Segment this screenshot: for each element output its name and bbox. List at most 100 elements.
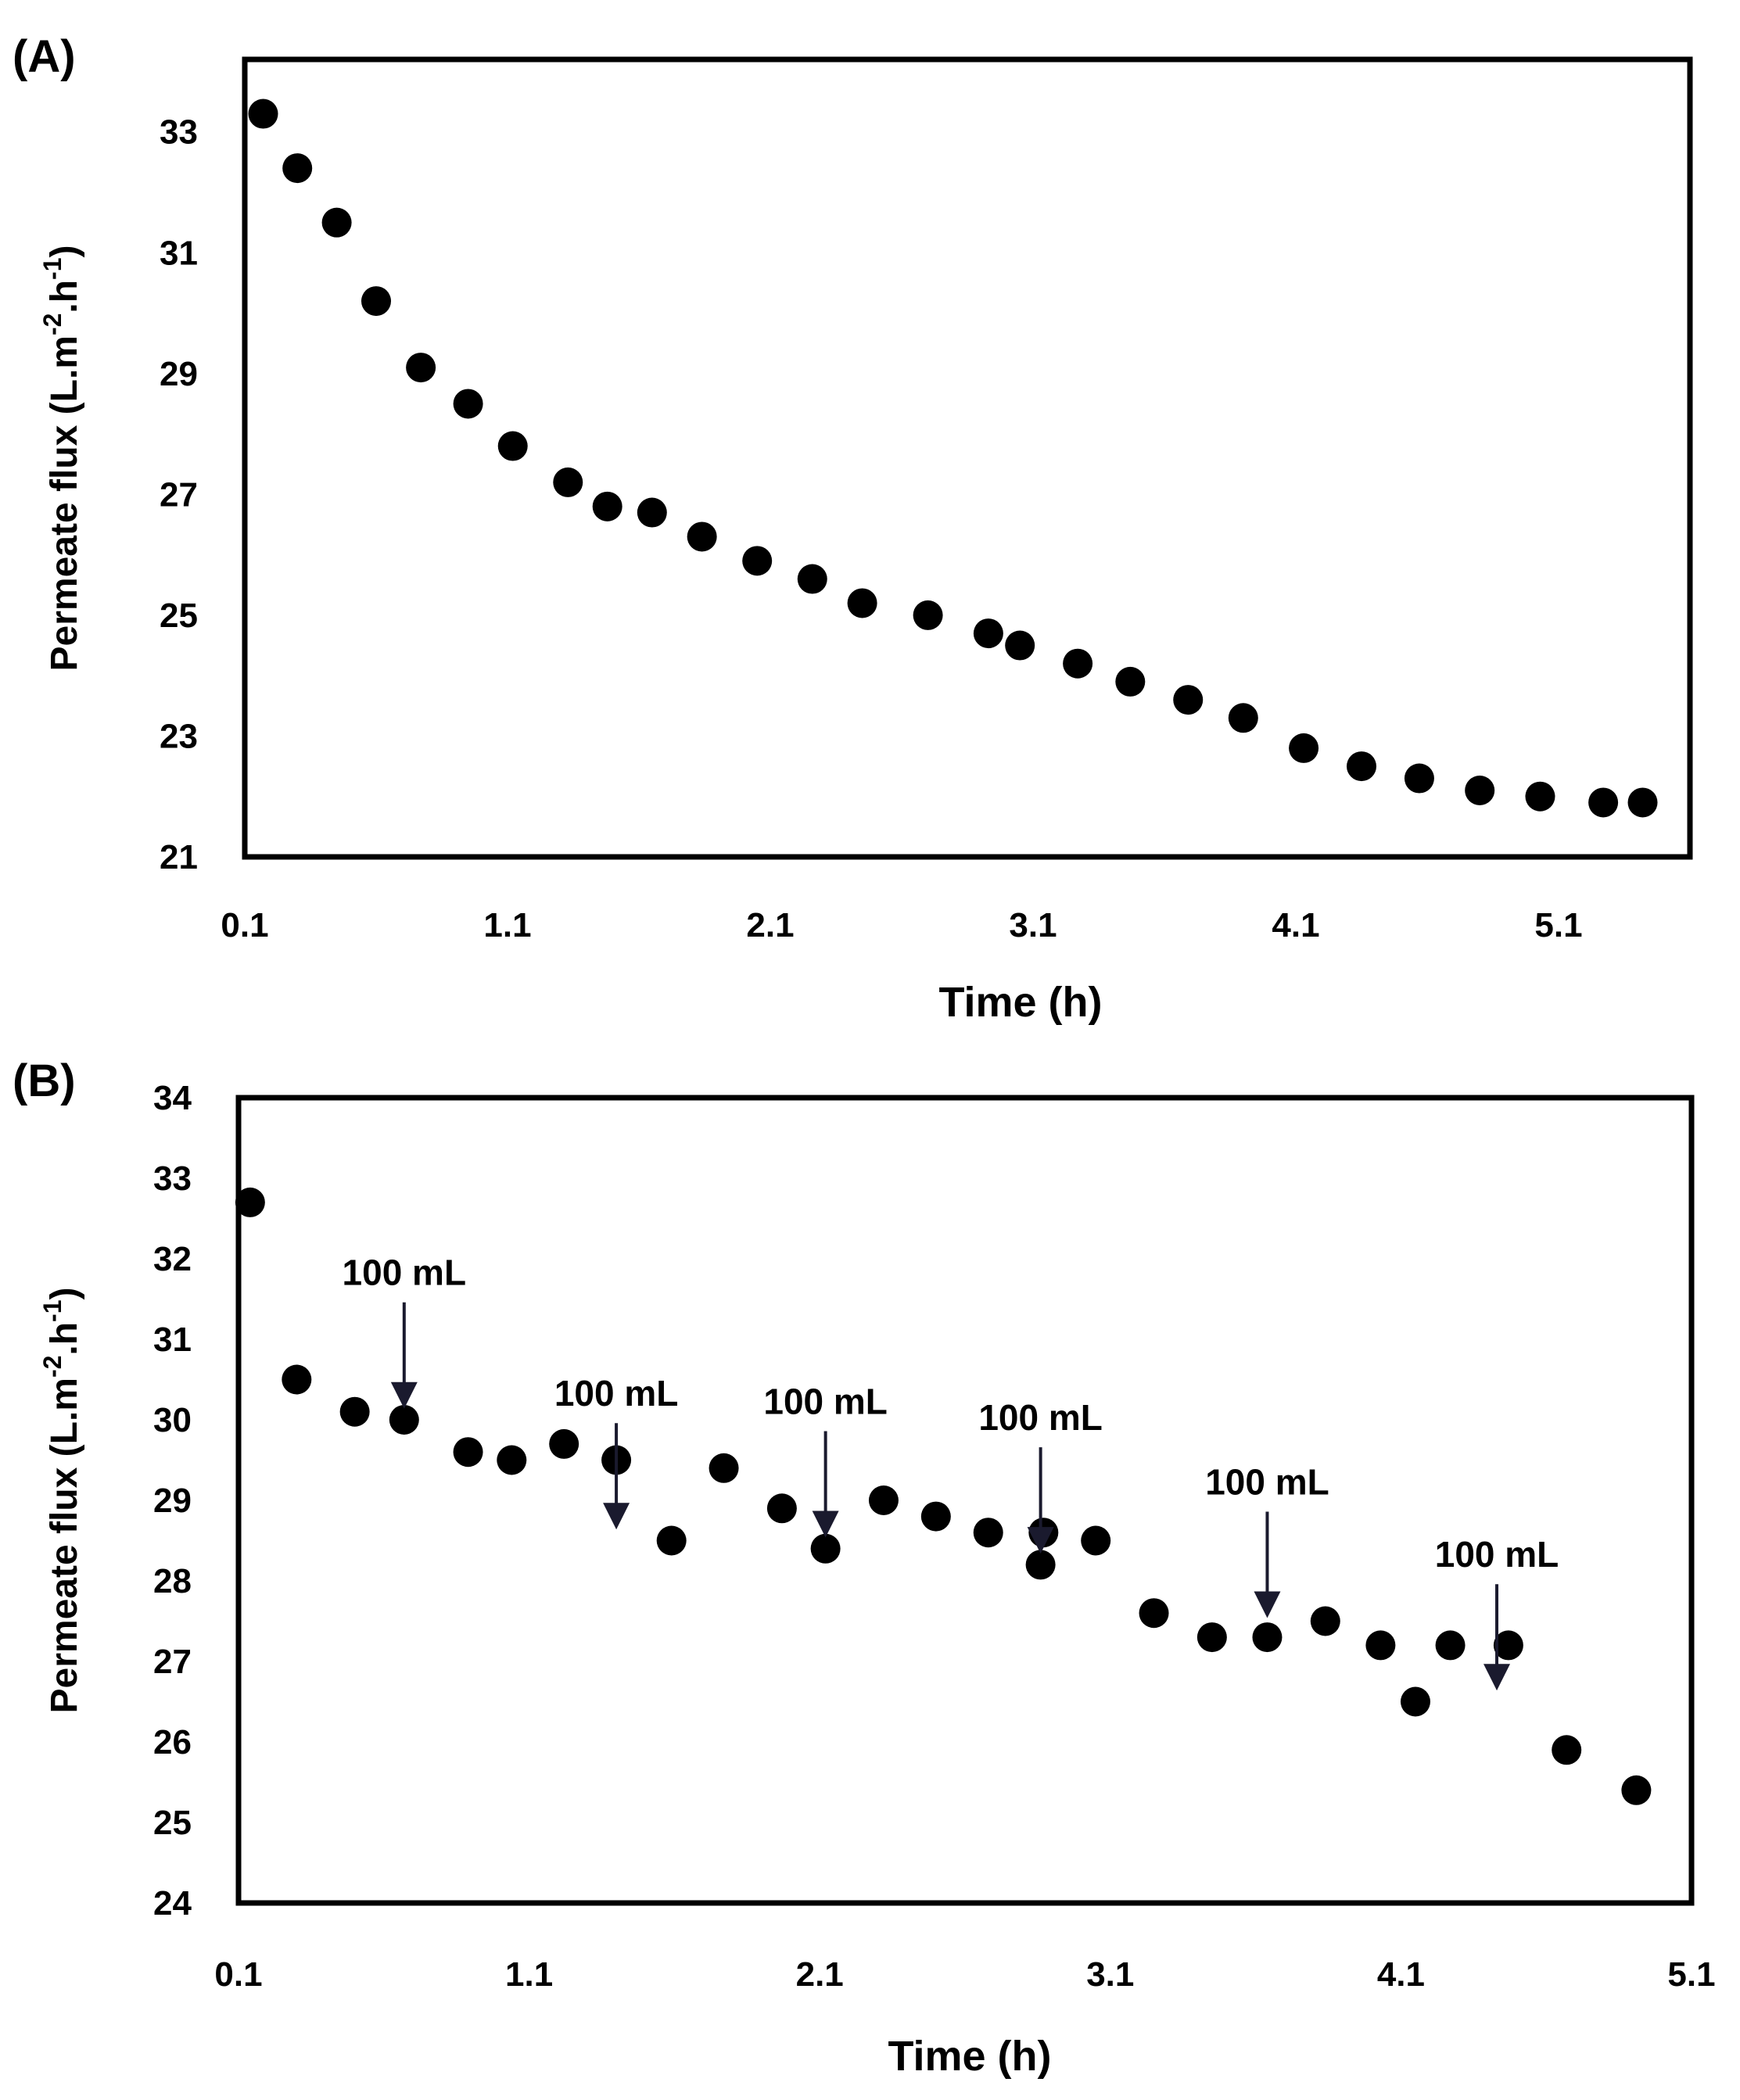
data-point-a xyxy=(248,99,278,129)
plot-frame-a xyxy=(242,56,1693,860)
data-point-a xyxy=(1525,781,1555,812)
x-axis-title-b: Time (h) xyxy=(888,2033,1051,2080)
data-point-b xyxy=(1621,1775,1652,1805)
data-point-a xyxy=(282,153,313,184)
panel-label-b: (B) xyxy=(13,1055,76,1106)
y-tick-label-a: 21 xyxy=(160,838,198,876)
data-point-b xyxy=(1493,1630,1523,1661)
data-point-b xyxy=(339,1396,370,1427)
y-tick-label-a: 33 xyxy=(160,113,198,152)
x-tick-label-b: 4.1 xyxy=(1377,1955,1425,1994)
data-point-b xyxy=(1081,1525,1111,1556)
x-tick-label-b: 2.1 xyxy=(796,1955,844,1994)
data-point-a xyxy=(497,431,528,461)
data-point-b xyxy=(1552,1735,1582,1765)
y-tick-label-b: 34 xyxy=(153,1079,192,1117)
data-point-a xyxy=(361,286,391,317)
annotation-label: 100 mL xyxy=(343,1252,467,1293)
y-axis-title-sup: -1 xyxy=(38,257,66,279)
data-point-a xyxy=(1289,733,1319,763)
panel-a: (A) 21 23 25 27 29 31 33 0.1 1.1 2.1 3.1 4.1 5.1 Time … xyxy=(13,31,1693,1026)
data-point-b xyxy=(453,1437,483,1467)
y-tick-label-b: 25 xyxy=(153,1804,192,1842)
data-point-a xyxy=(553,467,583,497)
x-tick-label-a: 3.1 xyxy=(1009,906,1057,944)
y-tick-label-b: 31 xyxy=(153,1321,192,1359)
x-axis-title-a: Time (h) xyxy=(938,979,1102,1026)
panel-label-a: (A) xyxy=(13,31,76,82)
data-point-a xyxy=(847,588,877,618)
data-point-a xyxy=(1465,776,1495,805)
y-axis-title-sup: -2 xyxy=(38,1356,66,1378)
data-point-b xyxy=(1025,1550,1056,1580)
data-point-a xyxy=(1627,787,1658,818)
y-axis-title-sup: -1 xyxy=(38,1299,66,1321)
annotation-label: 100 mL xyxy=(554,1373,679,1414)
y-tick-label-b: 24 xyxy=(153,1884,192,1923)
annotation-arrow-head xyxy=(603,1503,630,1530)
data-point-a xyxy=(1005,630,1035,661)
x-tick-label-b: 1.1 xyxy=(505,1955,553,1994)
y-axis-title-main: Permeate flux (L.m xyxy=(44,335,85,671)
data-point-a xyxy=(1115,666,1146,697)
data-point-a xyxy=(1228,703,1258,733)
y-axis-title-end: ) xyxy=(44,245,85,257)
data-point-b xyxy=(766,1493,797,1524)
data-point-b xyxy=(549,1428,579,1459)
plot-frame-b xyxy=(235,1095,1695,1906)
annotation-arrow-head xyxy=(1483,1664,1511,1691)
data-point-a xyxy=(592,491,622,521)
y-axis-title-main: Permeate flux (L.m xyxy=(44,1378,85,1713)
data-point-a xyxy=(1347,751,1376,782)
y-tick-label-a: 25 xyxy=(160,597,198,635)
y-tick-label-a: 29 xyxy=(160,355,198,393)
x-tick-label-a: 5.1 xyxy=(1534,906,1582,944)
data-point-b xyxy=(1435,1630,1466,1661)
y-axis-title-a: Permeate flux (L.m-2.h-1) xyxy=(38,245,85,671)
data-point-a xyxy=(1404,763,1434,794)
data-point-a xyxy=(406,353,436,383)
x-tick-label-b: 3.1 xyxy=(1086,1955,1134,1994)
y-axis-title-mid: .h xyxy=(44,280,85,314)
y-tick-label-b: 28 xyxy=(153,1562,192,1600)
y-tick-label-a: 27 xyxy=(160,475,198,514)
data-point-b xyxy=(1310,1606,1340,1636)
data-point-b xyxy=(497,1445,527,1475)
x-tick-label-a: 0.1 xyxy=(221,906,268,944)
data-point-b xyxy=(1365,1630,1396,1661)
data-point-a xyxy=(453,389,483,419)
data-point-a xyxy=(742,546,773,576)
annotation-arrow-head xyxy=(1254,1591,1281,1618)
data-point-b xyxy=(389,1405,419,1435)
data-point-a xyxy=(1063,648,1093,679)
annotation-label: 100 mL xyxy=(1435,1534,1559,1575)
data-point-b xyxy=(1252,1622,1283,1653)
data-point-b xyxy=(810,1533,841,1564)
data-point-b xyxy=(1400,1686,1430,1717)
data-point-b xyxy=(282,1364,312,1395)
panel-b: (B) 24 25 26 27 28 29 30 31 32 33 34 0.1 1.1 2.1 3.1 4.1… xyxy=(13,1055,1716,2080)
y-tick-label-a: 31 xyxy=(160,234,198,272)
data-point-a xyxy=(973,618,1003,649)
annotation-label: 100 mL xyxy=(1205,1462,1329,1503)
y-tick-label-b: 33 xyxy=(153,1159,192,1198)
data-point-a xyxy=(1588,787,1619,818)
y-axis-title-end: ) xyxy=(44,1287,85,1299)
y-axis-title-b: Permeate flux (L.m-2.h-1) xyxy=(38,1287,85,1713)
y-axis-title-sup: -2 xyxy=(38,314,66,335)
y-tick-label-a: 23 xyxy=(160,717,198,755)
annotation-arrow-head xyxy=(812,1510,839,1538)
data-point-b xyxy=(1139,1598,1169,1629)
data-point-b xyxy=(868,1485,899,1515)
y-axis-title-mid: .h xyxy=(44,1322,85,1356)
data-point-b xyxy=(920,1501,951,1532)
y-tick-label-b: 32 xyxy=(153,1240,192,1278)
data-point-b xyxy=(973,1518,1003,1548)
data-point-a xyxy=(1173,685,1204,715)
annotation-label: 100 mL xyxy=(763,1381,888,1422)
data-point-b xyxy=(235,1187,265,1217)
x-tick-label-b: 0.1 xyxy=(214,1955,262,1994)
x-tick-label-a: 2.1 xyxy=(746,906,794,944)
y-tick-label-b: 29 xyxy=(153,1482,192,1520)
